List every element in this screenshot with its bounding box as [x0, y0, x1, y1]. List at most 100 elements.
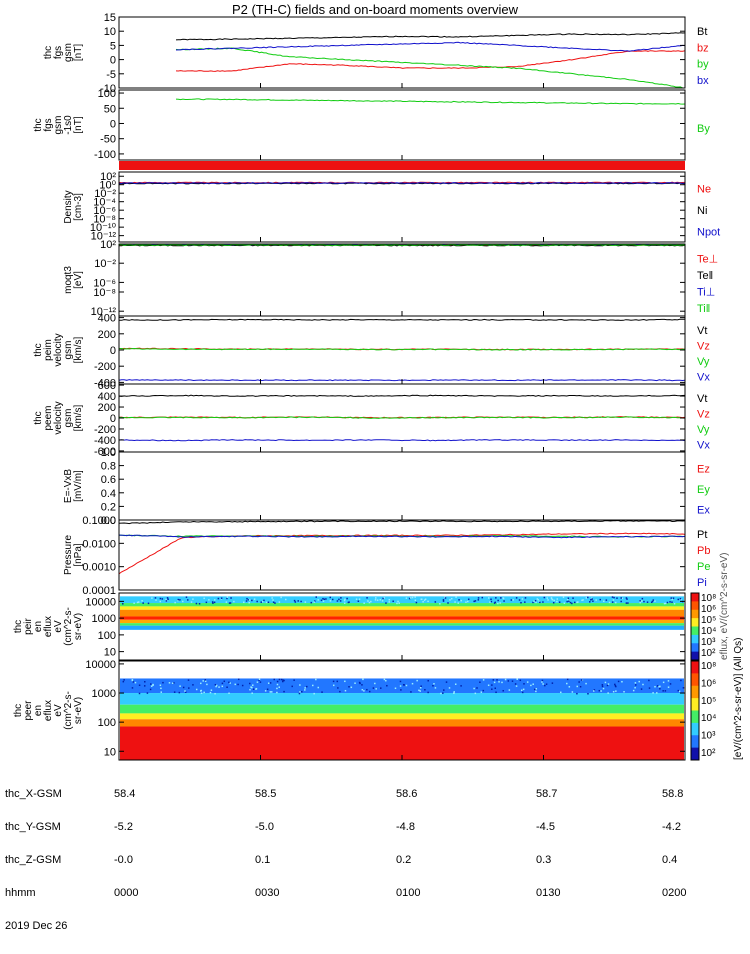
panel-1: 100 50 0 -50 -100 thcfgsgsm-1s0[nT] By [33, 88, 710, 161]
heatmap-speckle [568, 686, 571, 688]
heatmap-speckle [321, 691, 323, 693]
colorbar-segment [691, 710, 699, 724]
heatmap-speckle [173, 691, 176, 693]
heatmap-speckle [480, 691, 483, 693]
heatmap-speckle [248, 601, 250, 604]
colorbar-tick: 10² [701, 648, 716, 659]
heatmap-speckle [332, 684, 335, 687]
y-axis-label: Pressure[nPa] [63, 535, 84, 575]
plot-stack: 151050-5-10thcfgsgsm[nT]Btbzbybx100500-5… [13, 12, 744, 761]
y-tick-label: 0.0001 [82, 585, 116, 597]
panel-frame [118, 451, 686, 521]
heatmap-speckle [204, 679, 207, 681]
heatmap-speckle [639, 601, 641, 604]
heatmap-speckle [251, 686, 253, 689]
heatmap-speckle [608, 601, 611, 604]
heatmap-speckle [304, 689, 306, 691]
heatmap-speckle [654, 600, 656, 602]
legend-label-bz: bz [697, 42, 709, 54]
heatmap-speckle [432, 685, 434, 687]
heatmap-speckle [174, 601, 176, 604]
heatmap-speckle [651, 600, 654, 603]
heatmap-speckle [200, 692, 203, 694]
footer-label-hhmm: hhmm [5, 887, 36, 899]
heatmap-speckle [654, 685, 656, 688]
heatmap-speckle [423, 599, 426, 601]
heatmap-band [120, 704, 684, 714]
heatmap-speckle [385, 602, 387, 604]
heatmap-speckle [504, 678, 507, 681]
y-tick-label: 10 [104, 746, 116, 758]
y-axis-label-line: thc [43, 46, 54, 59]
heatmap-speckle [131, 687, 134, 689]
y-axis-label-line: gsm [53, 116, 64, 135]
heatmap-speckle [521, 598, 524, 600]
heatmap-speckle [386, 684, 388, 687]
heatmap-speckle [226, 597, 228, 600]
heatmap-speckle [642, 683, 644, 686]
heatmap-speckle [249, 688, 251, 691]
heatmap-speckle [405, 597, 408, 599]
heatmap-speckle [314, 600, 316, 602]
heatmap-speckle [496, 679, 498, 681]
colorbar-frame-0 [690, 592, 700, 661]
heatmap-speckle [273, 678, 275, 681]
y-axis-label: Density[cm-3] [63, 190, 84, 223]
heatmap-speckle [185, 596, 188, 598]
heatmap-speckle [530, 684, 532, 687]
heatmap-speckle [460, 685, 462, 687]
legend-label-Bt: Bt [697, 26, 707, 38]
colorbar-segment [691, 722, 699, 736]
footer-label-y: thc_Y-GSM [5, 821, 61, 833]
heatmap-speckle [481, 596, 484, 599]
heatmap-speckle [671, 598, 673, 601]
series-line-Vx [118, 439, 686, 442]
footer-col-2: 58.6 -4.8 0.2 0100 [396, 767, 420, 921]
colorbar-segment [691, 673, 699, 687]
y-tick-label: 10⁻² [94, 258, 116, 270]
heatmap-speckle [607, 692, 609, 694]
heatmap-speckle [518, 599, 521, 601]
heatmap-speckle [266, 688, 269, 691]
heatmap-speckle [150, 683, 152, 685]
legend-label-Ey: Ey [697, 484, 710, 496]
heatmap-speckle [122, 680, 125, 683]
legend-label-Vy: Vy [697, 356, 710, 368]
heatmap-speckle [304, 687, 306, 689]
heatmap-speckle [410, 691, 412, 693]
heatmap-speckle [553, 599, 555, 602]
heatmap-speckle [320, 599, 323, 602]
heatmap-speckle [336, 600, 339, 602]
y-axis-label-line: [km/s] [73, 404, 84, 431]
y-axis-label-line: -1s0 [63, 115, 74, 135]
heatmap-speckle [388, 601, 390, 603]
heatmap-speckle [582, 599, 584, 601]
heatmap-speckle [146, 692, 149, 694]
heatmap-speckle [212, 602, 214, 604]
y-axis-label-line: E=-VxB [63, 469, 74, 504]
heatmap-speckle [579, 685, 582, 688]
y-axis-label-line: thc [33, 118, 44, 131]
heatmap-speckle [195, 688, 198, 691]
heatmap-speckle [344, 598, 346, 601]
heatmap-speckle [383, 597, 385, 599]
heatmap-speckle [223, 680, 226, 683]
heatmap-speckle [495, 691, 497, 694]
heatmap-speckle [366, 597, 368, 599]
heatmap-speckle [204, 680, 207, 683]
y-axis-label-line: peem [43, 405, 54, 430]
heatmap-speckle [552, 601, 555, 604]
y-axis-label-line: thc [33, 411, 44, 424]
y-axis-label: thcfgsgsm-1s0[nT] [33, 115, 84, 135]
y-tick-label: 0.1000 [82, 515, 116, 527]
heatmap-speckle [213, 601, 216, 604]
heatmap-speckle [453, 692, 455, 694]
heatmap-speckle [602, 687, 605, 690]
panel-8: 10000 1000 100 10 thcpeirenefluxeV(cm^2-s-sr… [13, 592, 686, 661]
colorbar-tick: 10³ [701, 637, 716, 648]
heatmap-speckle [546, 597, 548, 599]
heatmap-speckle [613, 596, 615, 599]
heatmap-speckle [215, 684, 218, 687]
footer-value: 58.5 [255, 788, 277, 800]
heatmap-speckle [521, 691, 524, 694]
